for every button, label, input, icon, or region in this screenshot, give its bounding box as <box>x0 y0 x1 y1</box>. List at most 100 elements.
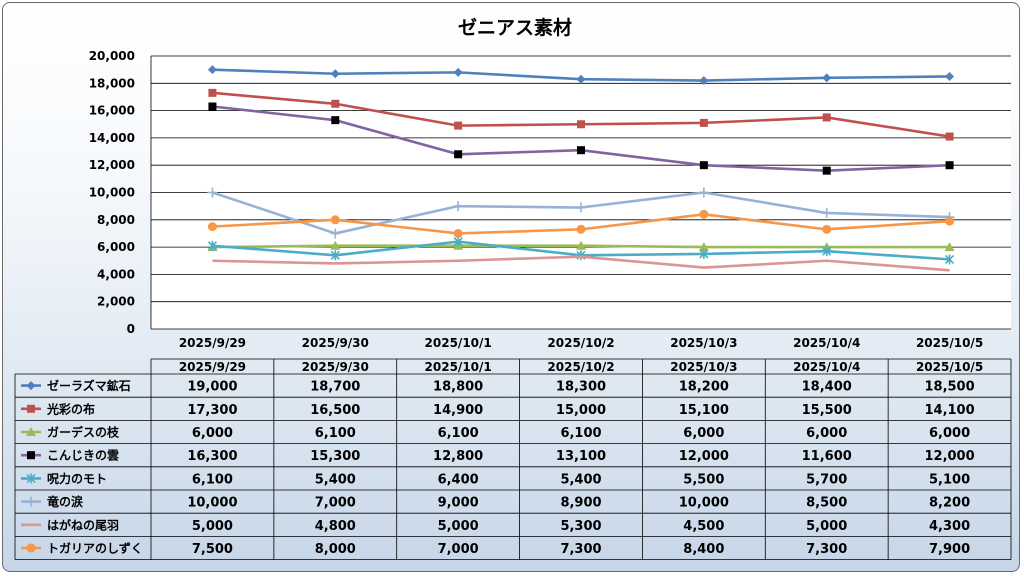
y-tick-label: 4,000 <box>97 267 135 281</box>
table-value-cell: 9,000 <box>438 496 479 511</box>
data-point <box>822 73 832 83</box>
y-tick-label: 8,000 <box>97 213 135 227</box>
data-point <box>453 67 463 77</box>
table-value-cell: 7,300 <box>560 542 601 557</box>
table-value-cell: 5,100 <box>929 472 970 487</box>
table-header-cell: 2025/10/5 <box>916 360 983 374</box>
table-value-cell: 6,000 <box>806 426 847 441</box>
table-value-cell: 15,500 <box>802 403 852 418</box>
table-value-cell: 4,300 <box>929 519 970 534</box>
legend-label: 呪力のモト <box>47 471 107 486</box>
legend-key-marker <box>27 451 35 460</box>
y-tick-label: 10,000 <box>89 186 135 200</box>
data-point <box>453 236 463 247</box>
table-value-cell: 12,000 <box>924 449 974 464</box>
table-header-cell: 2025/10/4 <box>793 360 860 374</box>
table-value-cell: 6,100 <box>315 426 356 441</box>
data-point <box>208 88 217 97</box>
y-tick-label: 6,000 <box>97 240 135 254</box>
x-tick-label: 2025/10/5 <box>916 336 983 350</box>
table-value-cell: 6,100 <box>560 426 601 441</box>
data-point <box>945 161 954 170</box>
data-point <box>207 222 217 232</box>
data-point <box>699 76 709 86</box>
data-point <box>822 113 831 122</box>
table-value-cell: 5,000 <box>806 519 847 534</box>
table-value-cell: 7,000 <box>438 542 479 557</box>
data-point <box>330 69 340 79</box>
data-point <box>699 161 708 170</box>
data-point <box>699 209 709 219</box>
data-point <box>945 254 955 265</box>
table-value-cell: 18,300 <box>556 380 606 395</box>
table-value-cell: 16,300 <box>187 449 237 464</box>
x-tick-label: 2025/10/1 <box>425 336 492 350</box>
data-point <box>698 242 709 252</box>
data-point <box>576 74 586 84</box>
table-value-cell: 5,400 <box>560 472 601 487</box>
legend-key-marker <box>26 473 36 484</box>
data-point <box>576 202 586 213</box>
data-point <box>576 224 586 234</box>
table-value-cell: 7,000 <box>315 496 356 511</box>
table-value-cell: 8,500 <box>806 496 847 511</box>
y-tick-label: 20,000 <box>89 49 135 63</box>
data-point <box>822 166 831 175</box>
legend-label: トガリアのしずく <box>47 541 143 556</box>
table-value-cell: 8,000 <box>315 542 356 557</box>
legend-label: 光彩の布 <box>46 401 95 416</box>
table-header-cell: 2025/10/2 <box>547 360 614 374</box>
table-value-cell: 8,400 <box>683 542 724 557</box>
table-value-cell: 18,800 <box>433 380 483 395</box>
table-value-cell: 4,500 <box>683 519 724 534</box>
data-point <box>944 242 955 252</box>
table-value-cell: 5,300 <box>560 519 601 534</box>
legend-key-marker <box>26 381 36 391</box>
legend-key-marker <box>27 404 35 413</box>
data-point <box>331 99 340 108</box>
table-value-cell: 17,300 <box>187 403 237 418</box>
data-point <box>207 65 217 75</box>
table-value-cell: 11,600 <box>802 449 852 464</box>
data-point <box>207 240 217 251</box>
data-point <box>821 207 832 218</box>
chart-title: ゼニアス素材 <box>457 17 572 39</box>
data-point <box>822 224 832 234</box>
legend-label: 竜の涙 <box>47 494 83 509</box>
table-value-cell: 8,200 <box>929 496 970 511</box>
data-point <box>945 132 954 141</box>
table-header-cell: 2025/10/3 <box>670 360 737 374</box>
x-tick-label: 2025/9/29 <box>179 336 246 350</box>
table-value-cell: 5,500 <box>683 472 724 487</box>
data-point <box>699 118 708 127</box>
y-tick-label: 12,000 <box>89 158 135 172</box>
data-point <box>822 246 832 257</box>
table-value-cell: 7,500 <box>192 542 233 557</box>
x-tick-label: 2025/10/2 <box>547 336 614 350</box>
table-value-cell: 6,000 <box>192 426 233 441</box>
data-point <box>577 146 585 155</box>
table-value-cell: 6,100 <box>192 472 233 487</box>
data-point <box>454 150 463 159</box>
table-value-cell: 15,000 <box>556 403 606 418</box>
y-tick-label: 2,000 <box>97 295 135 309</box>
table-value-cell: 10,000 <box>187 496 237 511</box>
table-value-cell: 6,100 <box>438 426 479 441</box>
legend-label: こんじきの雲 <box>47 449 119 463</box>
table-value-cell: 6,000 <box>929 426 970 441</box>
data-point <box>207 187 218 198</box>
y-tick-label: 14,000 <box>89 131 135 145</box>
data-point <box>331 116 340 125</box>
data-point <box>945 216 955 226</box>
legend-key-marker <box>26 496 36 507</box>
table-value-cell: 7,900 <box>929 542 970 557</box>
table-value-cell: 14,900 <box>433 403 483 418</box>
data-point <box>453 201 464 212</box>
data-point <box>454 121 463 130</box>
table-value-cell: 13,100 <box>556 449 606 464</box>
table-value-cell: 4,800 <box>315 519 356 534</box>
x-tick-label: 2025/9/30 <box>302 336 369 350</box>
table-value-cell: 18,200 <box>679 380 729 395</box>
series-line <box>212 255 950 272</box>
table-value-cell: 12,800 <box>433 449 483 464</box>
